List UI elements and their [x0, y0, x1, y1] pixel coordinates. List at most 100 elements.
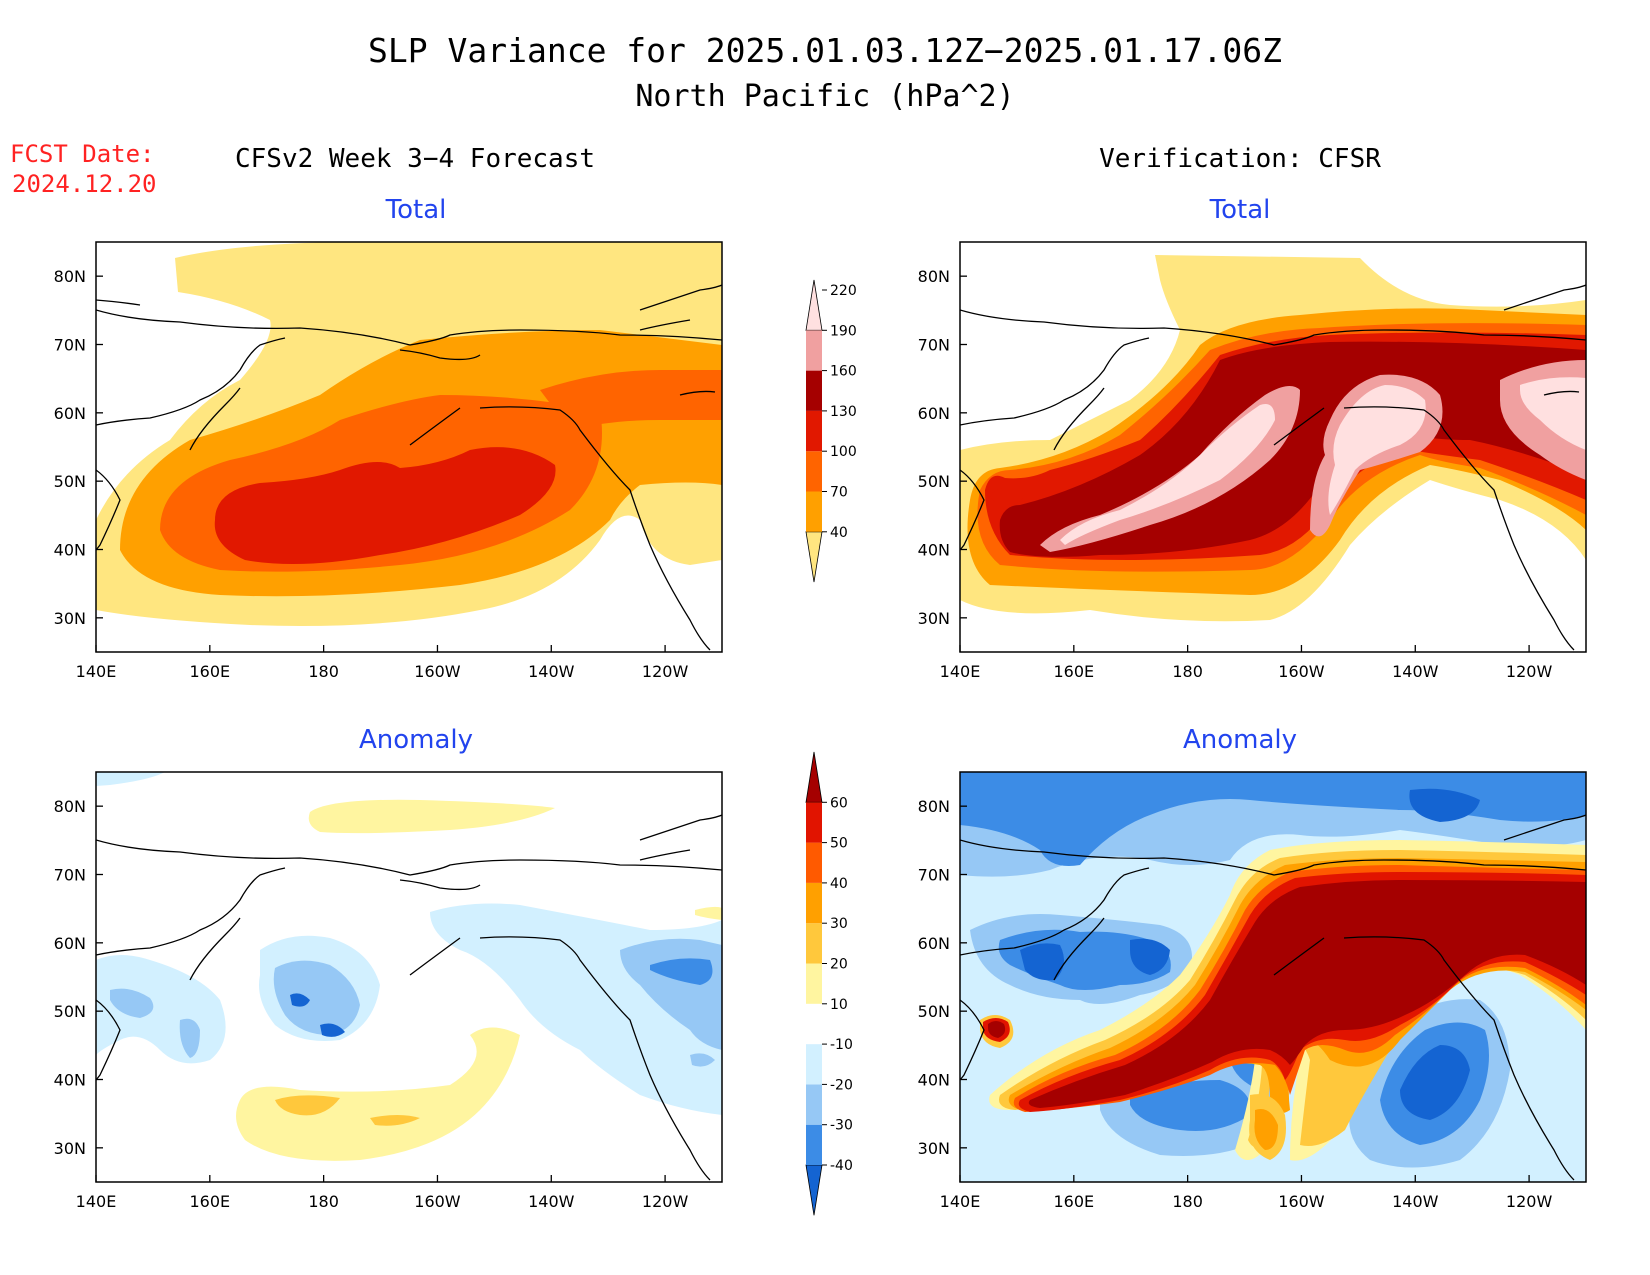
coastlines-d	[960, 814, 1586, 1181]
forecast-column-title: CFSv2 Week 3−4 Forecast	[235, 144, 595, 174]
y-tick-label: 30N	[918, 609, 950, 628]
forecast-anomaly-field	[96, 772, 722, 1161]
x-tick-label: 160W	[1278, 1192, 1325, 1211]
x-tick-label: 180	[1172, 662, 1203, 681]
anomaly-colorbar-swatch	[806, 1003, 822, 1045]
axes-layer: 140E 160E 180 160W 140W 120W 30N 40N 50N 60N 70N 80…	[54, 267, 1553, 1211]
total-colorbar-label: 190	[830, 323, 857, 339]
y-tick-label: 50N	[918, 472, 950, 491]
forecast-total-field	[96, 242, 722, 626]
colorbar-total: 40 70 100 130 160 190 220	[805, 279, 857, 583]
y-tick-label: 30N	[54, 1139, 86, 1158]
y-tick-label: 60N	[918, 934, 950, 953]
anomaly-colorbar-label: -40	[830, 1158, 853, 1174]
total-colorbar-swatch	[806, 410, 822, 452]
x-tick-label: 160E	[189, 1192, 230, 1211]
panel-forecast-anomaly	[95, 771, 723, 1183]
anomaly-colorbar-swatch	[806, 1124, 822, 1165]
anomaly-colorbar-label: -10	[830, 1037, 853, 1053]
x-tick-label: 120W	[1506, 662, 1553, 681]
coastlines-a	[96, 284, 722, 651]
anomaly-colorbar-swatch	[806, 923, 822, 964]
total-colorbar-swatch	[806, 370, 822, 411]
y-tick-label: 40N	[54, 541, 86, 560]
total-colorbar-upper-extend	[805, 279, 823, 331]
x-tick-label: 140W	[1392, 662, 1439, 681]
panel-axes-3: 140E 160E 180 160W 140W 120W 30N 40N 50N 60N 70N 80…	[918, 797, 1553, 1211]
x-tick-label: 140E	[76, 1192, 117, 1211]
x-tick-label: 140W	[528, 662, 575, 681]
y-tick-label: 40N	[918, 1071, 950, 1090]
panel-title-forecast-total: Total	[385, 195, 447, 225]
y-tick-label: 50N	[54, 472, 86, 491]
y-tick-label: 40N	[54, 1071, 86, 1090]
total-colorbar-swatch	[806, 491, 822, 532]
anomaly-colorbar-label: 20	[830, 957, 848, 973]
x-tick-label: 140E	[940, 1192, 981, 1211]
y-tick-label: 70N	[918, 866, 950, 885]
y-tick-label: 60N	[54, 934, 86, 953]
total-colorbar-label: 40	[830, 525, 848, 541]
x-tick-label: 140E	[940, 662, 981, 681]
panel-title-verification-total: Total	[1209, 195, 1271, 225]
verification-total-field	[960, 255, 1586, 622]
anomaly-colorbar-label: 30	[830, 916, 848, 932]
x-tick-label: 160W	[1278, 662, 1325, 681]
panel-verification-total	[959, 241, 1587, 653]
y-tick-label: 70N	[54, 336, 86, 355]
x-tick-label: 140W	[1392, 1192, 1439, 1211]
anomaly-colorbar-swatch	[806, 1044, 822, 1085]
anomaly-colorbar-label: 50	[830, 836, 848, 852]
fcst-date-label: FCST Date:	[10, 140, 155, 168]
x-tick-label: 120W	[1506, 1192, 1553, 1211]
y-tick-label: 60N	[54, 404, 86, 423]
anomaly-colorbar-swatch	[806, 802, 822, 843]
coastlines-c	[96, 814, 722, 1181]
y-tick-label: 80N	[918, 797, 950, 816]
panel-title-verification-anomaly: Anomaly	[1183, 725, 1297, 755]
x-tick-label: 120W	[642, 662, 689, 681]
y-tick-label: 50N	[54, 1002, 86, 1021]
y-tick-label: 80N	[54, 797, 86, 816]
y-tick-label: 70N	[54, 866, 86, 885]
anomaly-colorbar-upper-extend	[805, 751, 823, 803]
anomaly-colorbar-swatch	[806, 882, 822, 924]
anomaly-colorbar-lower-extend	[805, 1164, 823, 1216]
x-tick-label: 180	[308, 1192, 339, 1211]
total-colorbar-label: 100	[830, 444, 857, 460]
panel-axes-2: 140E 160E 180 160W 140W 120W 30N 40N 50N 60N 70N 80…	[54, 797, 689, 1211]
x-tick-label: 140W	[528, 1192, 575, 1211]
anomaly-colorbar-label: 10	[830, 997, 848, 1013]
total-colorbar-swatch	[806, 451, 822, 492]
y-tick-label: 30N	[918, 1139, 950, 1158]
total-colorbar-lower-extend	[805, 531, 823, 583]
anomaly-colorbar-label: -30	[830, 1118, 853, 1134]
anomaly-colorbar-swatch	[806, 963, 822, 1004]
y-tick-label: 80N	[54, 267, 86, 286]
panel-verification-anomaly	[959, 771, 1587, 1183]
y-tick-label: 30N	[54, 609, 86, 628]
colorbar-anomaly: -40 -30 -20 -10 10 20 30 40 50 60	[805, 751, 853, 1216]
panel-axes-0: 140E 160E 180 160W 140W 120W 30N 40N 50N 60N 70N 80…	[54, 267, 689, 681]
x-tick-label: 160E	[189, 662, 230, 681]
anomaly-colorbar-label: 40	[830, 876, 848, 892]
anomaly-colorbar-swatch	[806, 842, 822, 883]
verification-column-title: Verification: CFSR	[1099, 144, 1381, 174]
x-tick-label: 180	[308, 662, 339, 681]
x-tick-label: 160W	[414, 1192, 461, 1211]
x-tick-label: 120W	[642, 1192, 689, 1211]
anomaly-colorbar-label: -20	[830, 1077, 853, 1093]
main-title: SLP Variance for 2025.01.03.12Z−2025.01.…	[368, 31, 1282, 70]
y-tick-label: 80N	[918, 267, 950, 286]
panel-forecast-total	[95, 241, 723, 653]
anomaly-colorbar-label: 60	[830, 795, 848, 811]
x-tick-label: 160E	[1053, 662, 1094, 681]
total-colorbar-label: 160	[830, 364, 857, 380]
main-subtitle: North Pacific (hPa^2)	[635, 79, 1014, 114]
verification-anomaly-field	[960, 772, 1586, 1168]
x-tick-label: 160E	[1053, 1192, 1094, 1211]
y-tick-label: 50N	[918, 1002, 950, 1021]
total-colorbar-swatch	[806, 330, 822, 371]
x-tick-label: 180	[1172, 1192, 1203, 1211]
